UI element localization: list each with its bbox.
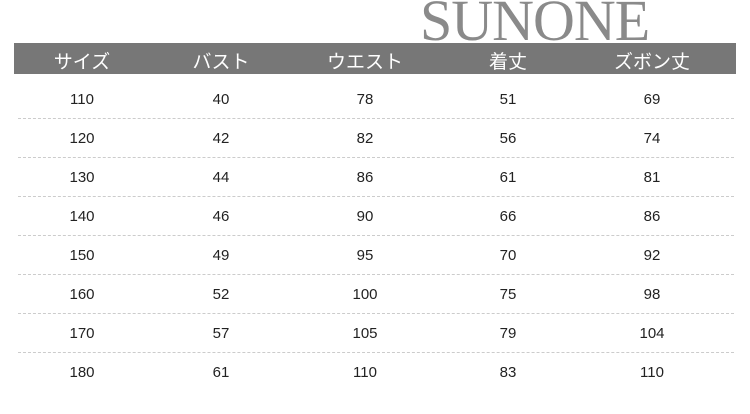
table-cell: 86 <box>643 208 661 225</box>
table-cell: 180 <box>69 364 95 381</box>
column-header: 着丈 <box>488 51 527 73</box>
table-cell: 78 <box>356 91 374 108</box>
table-cell: 120 <box>69 130 95 147</box>
table-cell: 105 <box>352 325 378 342</box>
table-cell: 150 <box>69 247 95 264</box>
sunone-watermark: SUNONE <box>420 0 650 53</box>
row-divider <box>18 235 734 236</box>
table-row: 110 40 78 51 69 <box>14 80 736 119</box>
table-header: サイズ バスト ウエスト 着丈 ズボン丈 <box>14 43 736 74</box>
table-cell: 44 <box>212 169 230 186</box>
row-divider <box>18 352 734 353</box>
column-header: サイズ <box>53 51 111 73</box>
column-header: バスト <box>192 51 250 73</box>
table-cell: 56 <box>499 130 517 147</box>
table-cell: 79 <box>499 325 517 342</box>
row-divider <box>18 274 734 275</box>
table-cell: 110 <box>353 364 377 381</box>
table-cell: 61 <box>499 169 517 186</box>
table-cell: 57 <box>212 325 230 342</box>
row-divider <box>18 118 734 119</box>
table-cell: 83 <box>499 364 517 381</box>
table-row: 150 49 95 70 92 <box>14 236 736 275</box>
table-cell: 130 <box>69 169 95 186</box>
table-cell: 86 <box>356 169 374 186</box>
table-cell: 46 <box>212 208 230 225</box>
table-cell: 82 <box>356 130 374 147</box>
table-cell: 98 <box>643 286 661 303</box>
table-row: 120 42 82 56 74 <box>14 119 736 158</box>
table-cell: 81 <box>643 169 661 186</box>
table-cell: 95 <box>356 247 374 264</box>
table-row: 160 52 100 75 98 <box>14 275 736 314</box>
table-cell: 70 <box>499 247 517 264</box>
table-cell: 110 <box>640 364 664 381</box>
table-cell: 170 <box>69 325 95 342</box>
column-header: ズボン丈 <box>613 51 690 73</box>
table-cell: 140 <box>69 208 95 225</box>
table-cell: 69 <box>643 91 661 108</box>
table-row: 130 44 86 61 81 <box>14 158 736 197</box>
table-cell: 160 <box>69 286 95 303</box>
table-cell: 51 <box>499 91 517 108</box>
table-cell: 92 <box>643 247 661 264</box>
table-row: 140 46 90 66 86 <box>14 197 736 236</box>
table-cell: 52 <box>212 286 230 303</box>
table-cell: 110 <box>70 91 94 108</box>
table-cell: 49 <box>212 247 230 264</box>
table-cell: 100 <box>352 286 378 303</box>
table-cell: 74 <box>643 130 661 147</box>
row-divider <box>18 196 734 197</box>
column-header: ウエスト <box>326 51 403 73</box>
table-row: 180 61 110 83 110 <box>14 353 736 392</box>
table-cell: 75 <box>499 286 517 303</box>
row-divider <box>18 157 734 158</box>
table-cell: 40 <box>212 91 230 108</box>
table-cell: 61 <box>212 364 230 381</box>
table-cell: 104 <box>639 325 665 342</box>
table-cell: 66 <box>499 208 517 225</box>
table-cell: 42 <box>212 130 230 147</box>
table-row: 170 57 105 79 104 <box>14 314 736 353</box>
row-divider <box>18 313 734 314</box>
table-cell: 90 <box>356 208 374 225</box>
